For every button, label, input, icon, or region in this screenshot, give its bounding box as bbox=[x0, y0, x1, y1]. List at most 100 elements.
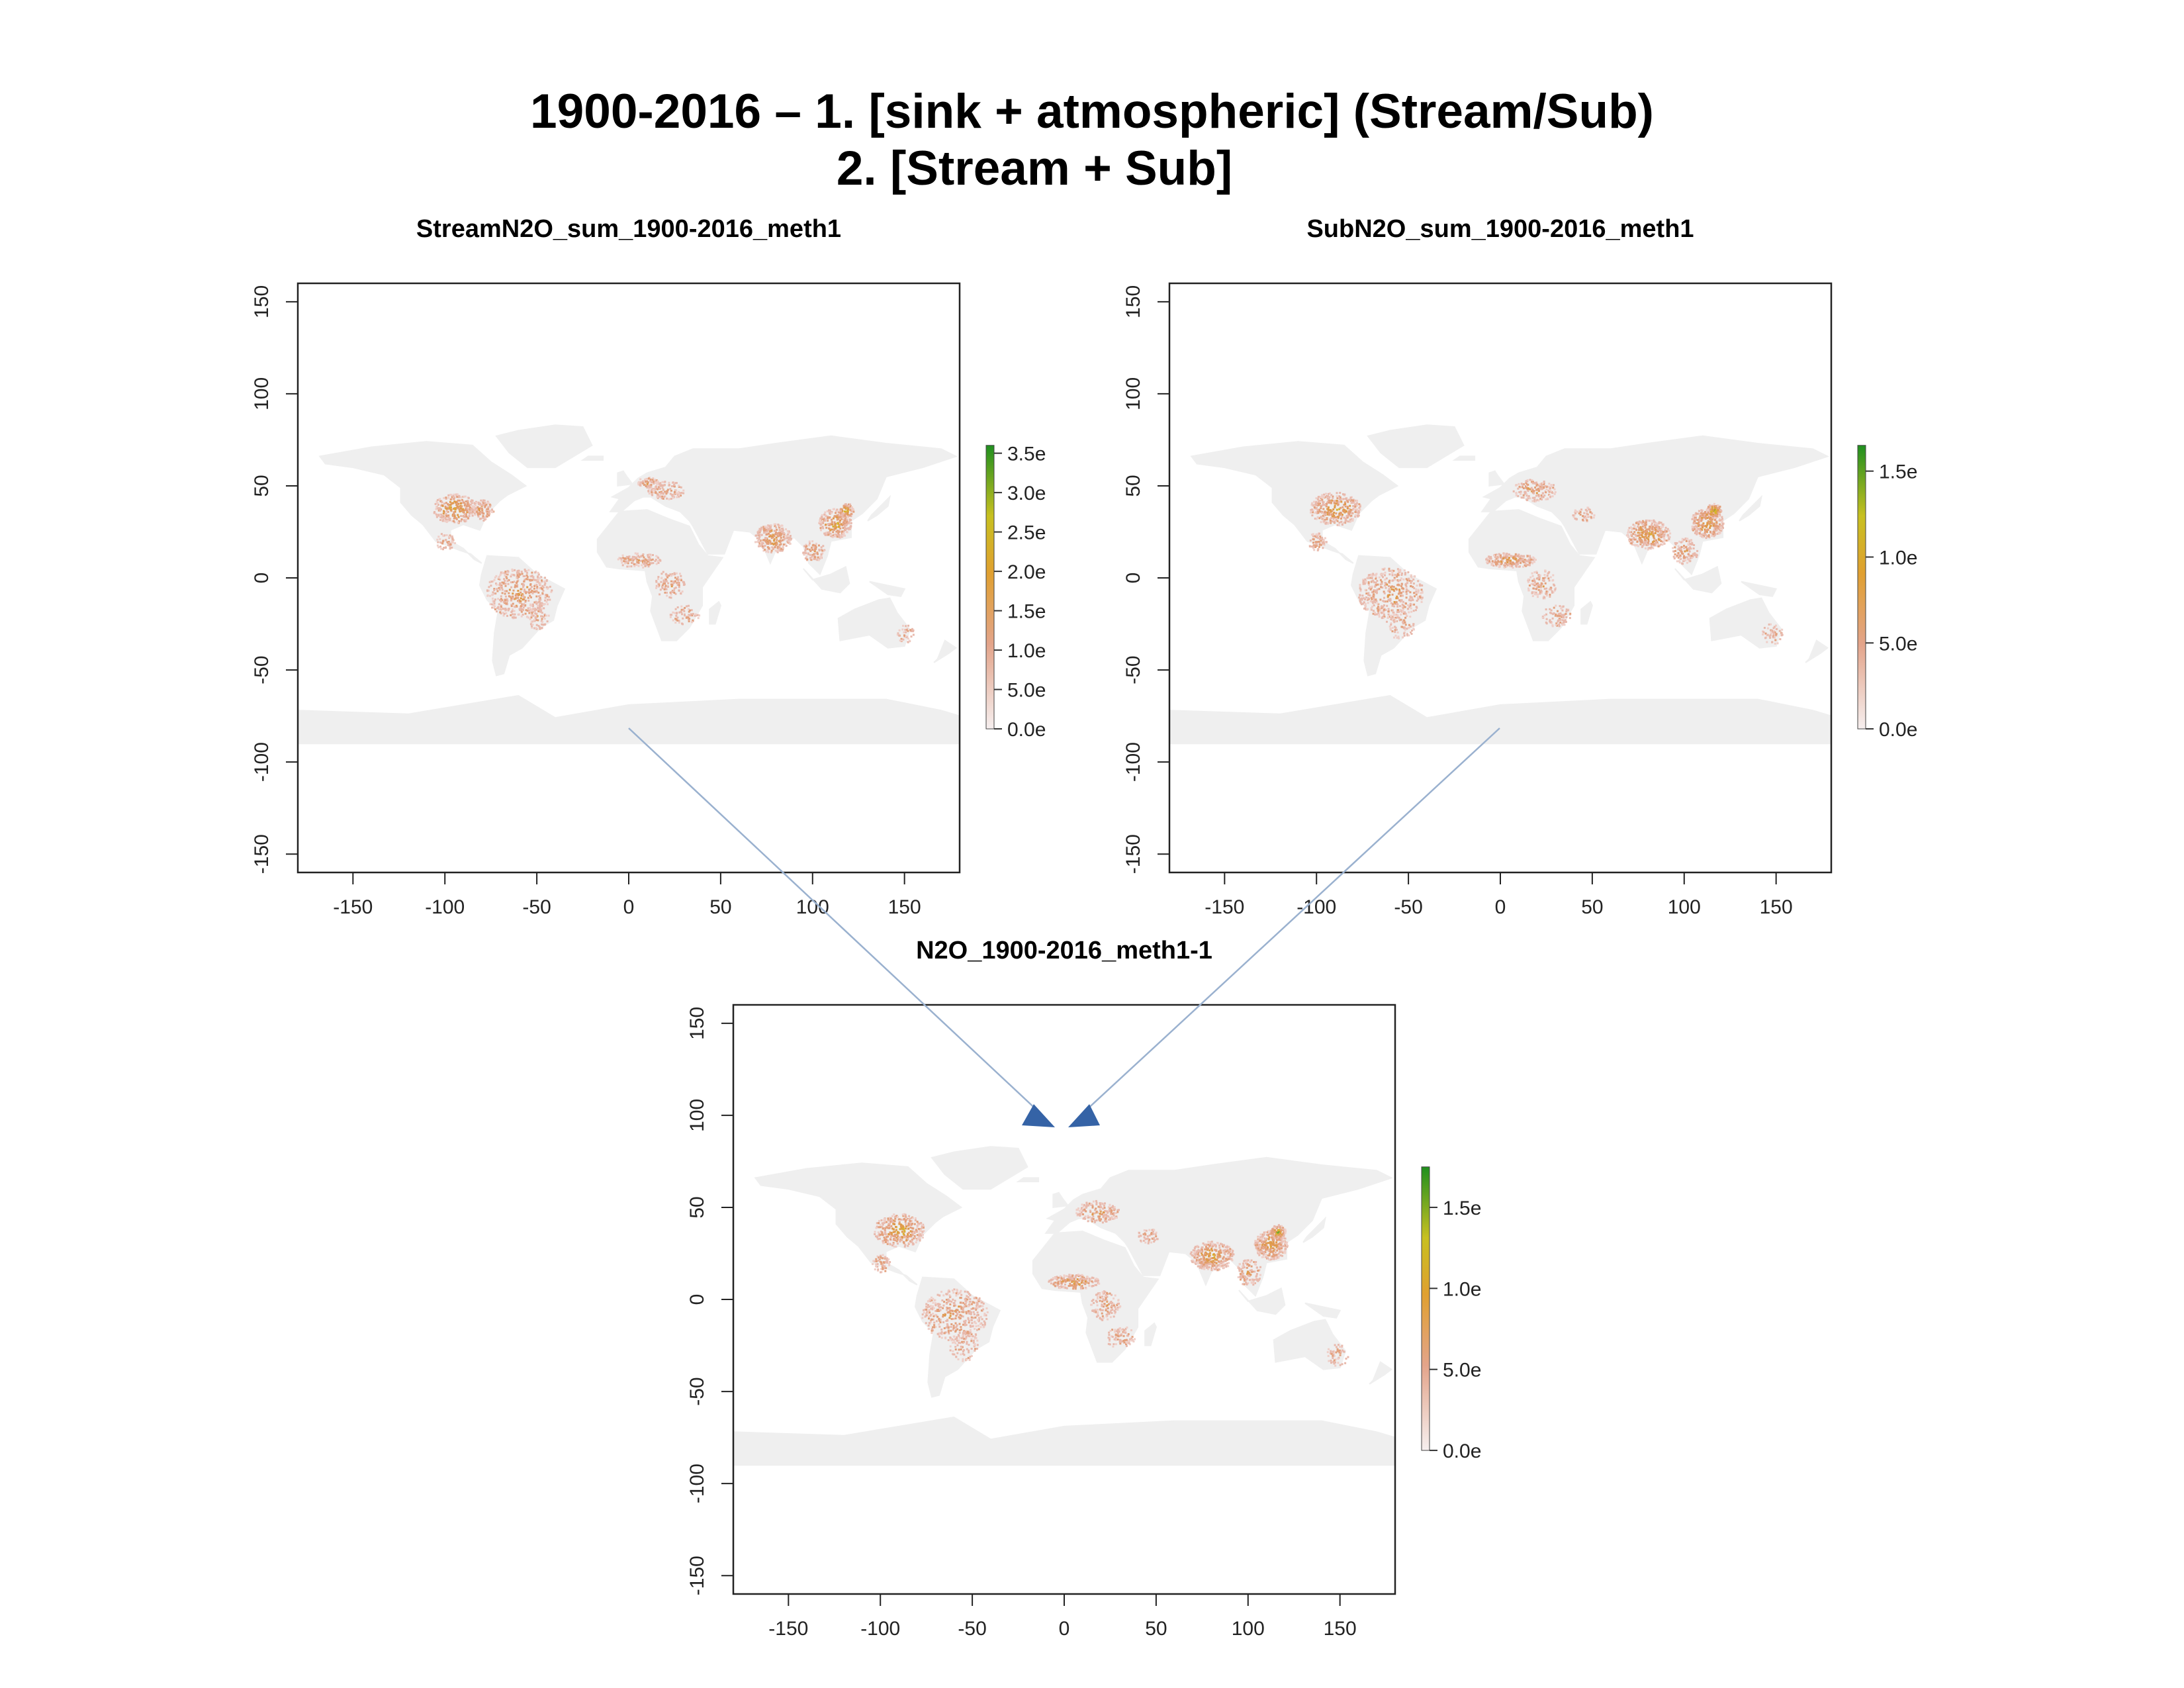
landmass-5 bbox=[1709, 597, 1783, 649]
value-layer-sub bbox=[1308, 479, 1784, 645]
land-layer-sub bbox=[1169, 424, 1832, 745]
landmass-3 bbox=[1044, 1156, 1394, 1297]
arrow-right-head bbox=[1068, 1104, 1100, 1127]
x-tick-label: 150 bbox=[888, 896, 921, 918]
y-tick-label: 0 bbox=[251, 573, 273, 584]
x-tick-label: 100 bbox=[1232, 1618, 1265, 1640]
landmass-13 bbox=[1369, 1361, 1393, 1385]
x-tick-label: 100 bbox=[1668, 896, 1701, 918]
legend-label: 1.5e bbox=[1007, 601, 1046, 623]
y-tick-label: 50 bbox=[686, 1196, 708, 1218]
legend-label: 3.5e bbox=[1007, 444, 1046, 465]
legend-sub: 1.5e 1.0e 5.0e 0.0e bbox=[1857, 445, 1917, 741]
x-tick-label: -100 bbox=[1297, 896, 1336, 918]
y-tick-label: 50 bbox=[1122, 475, 1144, 496]
landmass-8 bbox=[1739, 494, 1763, 522]
landmass-11 bbox=[1016, 1177, 1040, 1182]
y-tick-label: -100 bbox=[251, 742, 273, 782]
arrow-left bbox=[628, 727, 1055, 1127]
legend-label: 5.0e bbox=[1007, 680, 1046, 702]
landmass-9 bbox=[1674, 565, 1722, 594]
x-tick-label: 0 bbox=[1495, 896, 1506, 918]
y-tick-label: -100 bbox=[1122, 742, 1144, 782]
y-tick-label: 50 bbox=[251, 475, 273, 496]
landmass-7 bbox=[617, 470, 634, 487]
landmass-13 bbox=[933, 639, 958, 663]
landmass-10 bbox=[1144, 1322, 1157, 1346]
slide-title-line2: 2. [Stream + Sub] bbox=[837, 142, 1232, 195]
legend-label: 1.0e bbox=[1879, 547, 1917, 569]
x-tick-label: -100 bbox=[425, 896, 465, 918]
landmass-4 bbox=[596, 509, 724, 641]
landmass-2 bbox=[931, 1146, 1028, 1190]
legend-label: 0.0e bbox=[1443, 1440, 1481, 1462]
y-tick-label: 100 bbox=[251, 377, 273, 410]
map-title-total: N2O_1900-2016_meth1-1 bbox=[916, 937, 1212, 964]
x-tick-label: -150 bbox=[768, 1618, 808, 1640]
y-tick-label: -50 bbox=[1122, 655, 1144, 684]
landmass-12 bbox=[869, 581, 906, 597]
legend-colorbar-stream bbox=[985, 445, 995, 729]
landmass-5 bbox=[1273, 1319, 1347, 1370]
value-layer-stream bbox=[433, 477, 915, 643]
landmass-3 bbox=[609, 435, 958, 576]
y-tick-label: 150 bbox=[686, 1007, 708, 1040]
map-title-stream: StreamN2O_sum_1900-2016_meth1 bbox=[416, 215, 841, 243]
landmass-9 bbox=[803, 565, 850, 594]
landmass-8 bbox=[867, 494, 891, 522]
landmass-2 bbox=[495, 424, 593, 469]
y-tick-label: 0 bbox=[1122, 573, 1144, 584]
legend-colorbar-sub bbox=[1857, 445, 1866, 729]
arrow-right bbox=[1068, 727, 1500, 1127]
x-tick-label: -50 bbox=[1394, 896, 1422, 918]
legend-colorbar-total bbox=[1421, 1166, 1430, 1451]
landmass-7 bbox=[1488, 470, 1506, 487]
plot-frame-stream bbox=[296, 282, 961, 874]
x-tick-label: -150 bbox=[333, 896, 373, 918]
x-tick-label: -50 bbox=[958, 1618, 986, 1640]
landmass-0 bbox=[754, 1162, 963, 1286]
legend-label: 5.0e bbox=[1879, 633, 1917, 655]
plot-frame-sub bbox=[1168, 282, 1833, 874]
landmass-11 bbox=[1452, 455, 1476, 461]
x-tick-label: 50 bbox=[709, 896, 731, 918]
landmass-6 bbox=[297, 694, 960, 745]
map-panel-sub: SubN2O_sum_1900-2016_meth1 -150 -100 -50 0 50… bbox=[1122, 215, 1917, 918]
landmass-2 bbox=[1367, 424, 1465, 469]
landmass-12 bbox=[1304, 1302, 1342, 1319]
landmass-13 bbox=[1805, 639, 1829, 663]
slide-title-line1: 1900-2016 – 1. [sink + atmospheric] (Str… bbox=[530, 85, 1654, 138]
legend-label: 1.0e bbox=[1007, 640, 1046, 662]
landmass-12 bbox=[1741, 581, 1778, 597]
map-panel-stream: StreamN2O_sum_1900-2016_meth1 -150 -100 -50… bbox=[251, 215, 1046, 918]
y-tick-label: -50 bbox=[251, 655, 273, 684]
x-tick-label: 150 bbox=[1760, 896, 1793, 918]
land-layer-total bbox=[733, 1146, 1396, 1466]
y-tick-label: -150 bbox=[686, 1556, 708, 1595]
legend-label: 5.0e bbox=[1443, 1360, 1481, 1382]
map-title-sub: SubN2O_sum_1900-2016_meth1 bbox=[1306, 215, 1694, 243]
legend-total: 1.5e 1.0e 5.0e 0.0e bbox=[1421, 1166, 1481, 1462]
landmass-11 bbox=[580, 455, 604, 461]
legend-label: 2.0e bbox=[1007, 561, 1046, 583]
y-tick-label: -100 bbox=[686, 1464, 708, 1503]
landmass-0 bbox=[1190, 441, 1399, 564]
plot-frame-total bbox=[732, 1004, 1396, 1595]
x-tick-label: 0 bbox=[1059, 1618, 1070, 1640]
land-layer-stream bbox=[297, 424, 960, 745]
x-tick-label: 50 bbox=[1581, 896, 1603, 918]
value-layer-total bbox=[872, 1199, 1349, 1367]
legend-label: 1.5e bbox=[1879, 461, 1917, 483]
y-tick-label: -50 bbox=[686, 1377, 708, 1405]
y-tick-label: -150 bbox=[251, 834, 273, 874]
landmass-10 bbox=[1580, 600, 1593, 625]
x-tick-label: -100 bbox=[860, 1618, 900, 1640]
landmass-8 bbox=[1302, 1216, 1327, 1243]
x-tick-label: 50 bbox=[1145, 1618, 1167, 1640]
landmass-10 bbox=[709, 600, 721, 625]
legend-label: 0.0e bbox=[1879, 719, 1917, 741]
landmass-7 bbox=[1052, 1192, 1069, 1209]
landmass-6 bbox=[1169, 694, 1832, 745]
y-tick-label: 0 bbox=[686, 1294, 708, 1305]
